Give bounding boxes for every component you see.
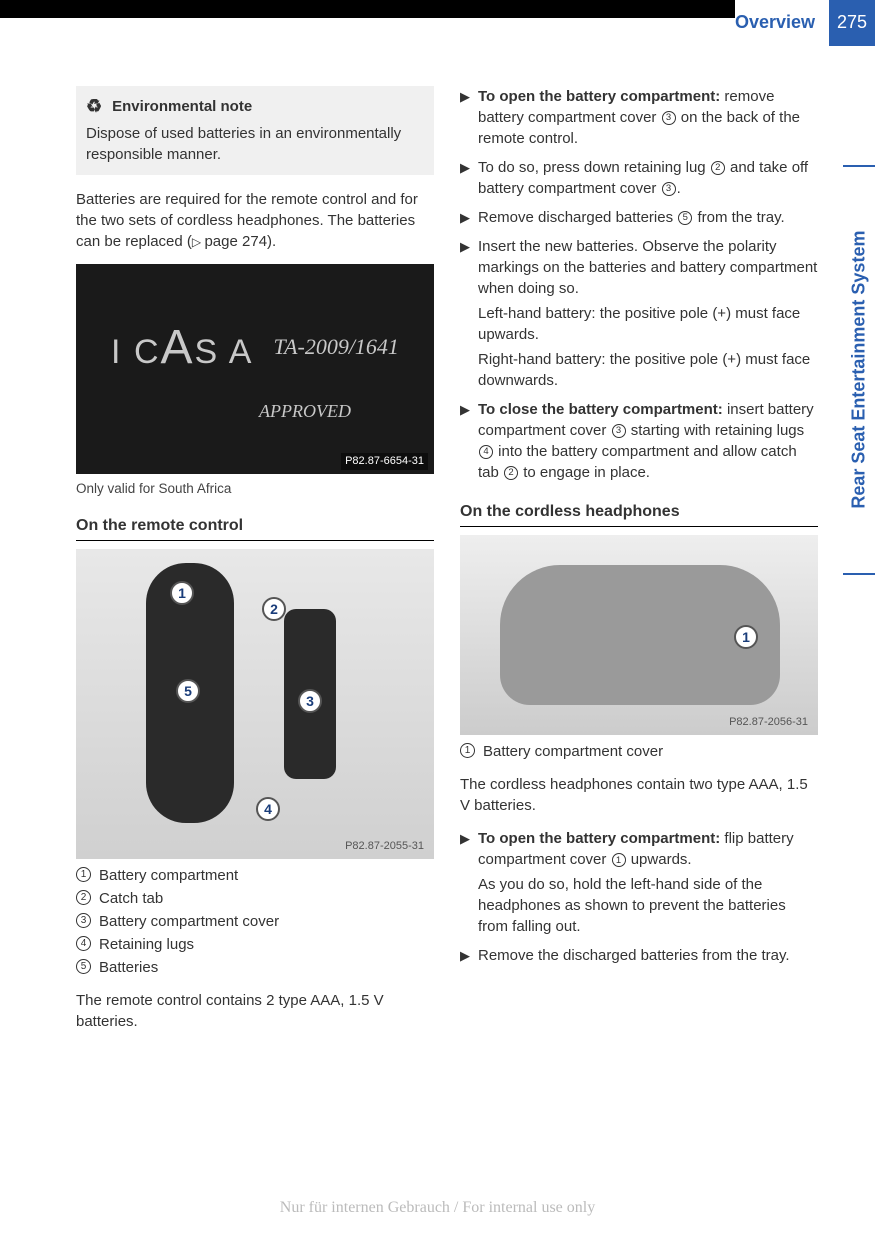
environmental-note-title: Environmental note — [112, 96, 252, 117]
environmental-note-body: Dispose of used batteries in an environm… — [86, 123, 424, 165]
legend-item: 1Battery compartment cover — [460, 741, 818, 762]
step: ▶ Remove discharged batteries 5 from the… — [460, 207, 818, 228]
environmental-note-title-row: ♻ Environmental note — [86, 94, 424, 119]
figure-headphones: 1 P82.87-2056-31 — [460, 535, 818, 735]
legend-item: 5Batteries — [76, 957, 434, 978]
heading-remote: On the remote control — [76, 515, 434, 541]
side-tab-label: Rear Seat Entertainment System — [846, 231, 871, 509]
step: ▶ To do so, press down retaining lug 2 a… — [460, 157, 818, 199]
step: ▶ Remove the discharged batteries from t… — [460, 945, 818, 966]
figure-ref-icasa: P82.87-6654-31 — [341, 453, 428, 470]
step: ▶ To open the battery compartment: remov… — [460, 86, 818, 149]
remote-note: The remote control contains 2 type AAA, … — [76, 990, 434, 1032]
figure-ref-headphones: P82.87-2056-31 — [725, 714, 812, 731]
figure-remote: 1 2 3 4 5 P82.87-2055-31 — [76, 549, 434, 859]
step-marker-icon: ▶ — [460, 401, 470, 483]
side-tab: Rear Seat Entertainment System — [843, 165, 875, 575]
step-marker-icon: ▶ — [460, 238, 470, 391]
right-column: ▶ To open the battery compartment: remov… — [460, 86, 818, 1044]
step-marker-icon: ▶ — [460, 830, 470, 937]
legend-item: 4Retaining lugs — [76, 934, 434, 955]
left-column: ♻ Environmental note Dispose of used bat… — [76, 86, 434, 1044]
figure-ref-remote: P82.87-2055-31 — [341, 838, 428, 855]
remote-legend: 1Battery compartment 2Catch tab 3Battery… — [76, 865, 434, 978]
headphones-note: The cordless headphones contain two type… — [460, 774, 818, 816]
page-number: 275 — [829, 0, 875, 46]
icasa-approved: APPROVED — [259, 399, 351, 424]
step: ▶ To close the battery compartment: inse… — [460, 399, 818, 483]
content-area: ♻ Environmental note Dispose of used bat… — [0, 46, 875, 1044]
callout-2: 2 — [262, 597, 286, 621]
icasa-graphic: I CAS A TA-2009/1641 APPROVED — [76, 264, 434, 474]
figure-icasa: I CAS A TA-2009/1641 APPROVED P82.87-665… — [76, 264, 434, 474]
header-title: Overview — [735, 0, 829, 46]
legend-item: 2Catch tab — [76, 888, 434, 909]
step-marker-icon: ▶ — [460, 88, 470, 149]
headphones-legend: 1Battery compartment cover — [460, 741, 818, 762]
icasa-caption: Only valid for South Africa — [76, 480, 434, 499]
page-header: Overview 275 — [0, 0, 875, 46]
heading-headphones: On the cordless headphones — [460, 501, 818, 527]
intro-paragraph: Batteries are required for the remote co… — [76, 189, 434, 252]
icasa-ta-number: TA-2009/1641 — [273, 332, 398, 363]
step: ▶ To open the battery compartment: flip … — [460, 828, 818, 937]
header-black-bar — [0, 0, 735, 18]
legend-item: 3Battery compartment cover — [76, 911, 434, 932]
callout-4: 4 — [256, 797, 280, 821]
step: ▶ Insert the new batteries. Observe the … — [460, 236, 818, 391]
step-marker-icon: ▶ — [460, 159, 470, 199]
step-marker-icon: ▶ — [460, 209, 470, 228]
page-ref-icon: ▷ — [192, 235, 205, 249]
icasa-logo: I CAS A — [111, 314, 253, 381]
eco-icon: ♻ — [86, 94, 102, 119]
legend-item: 1Battery compartment — [76, 865, 434, 886]
watermark: Nur für internen Gebrauch / For internal… — [0, 1197, 875, 1219]
step-marker-icon: ▶ — [460, 947, 470, 966]
environmental-note-box: ♻ Environmental note Dispose of used bat… — [76, 86, 434, 175]
